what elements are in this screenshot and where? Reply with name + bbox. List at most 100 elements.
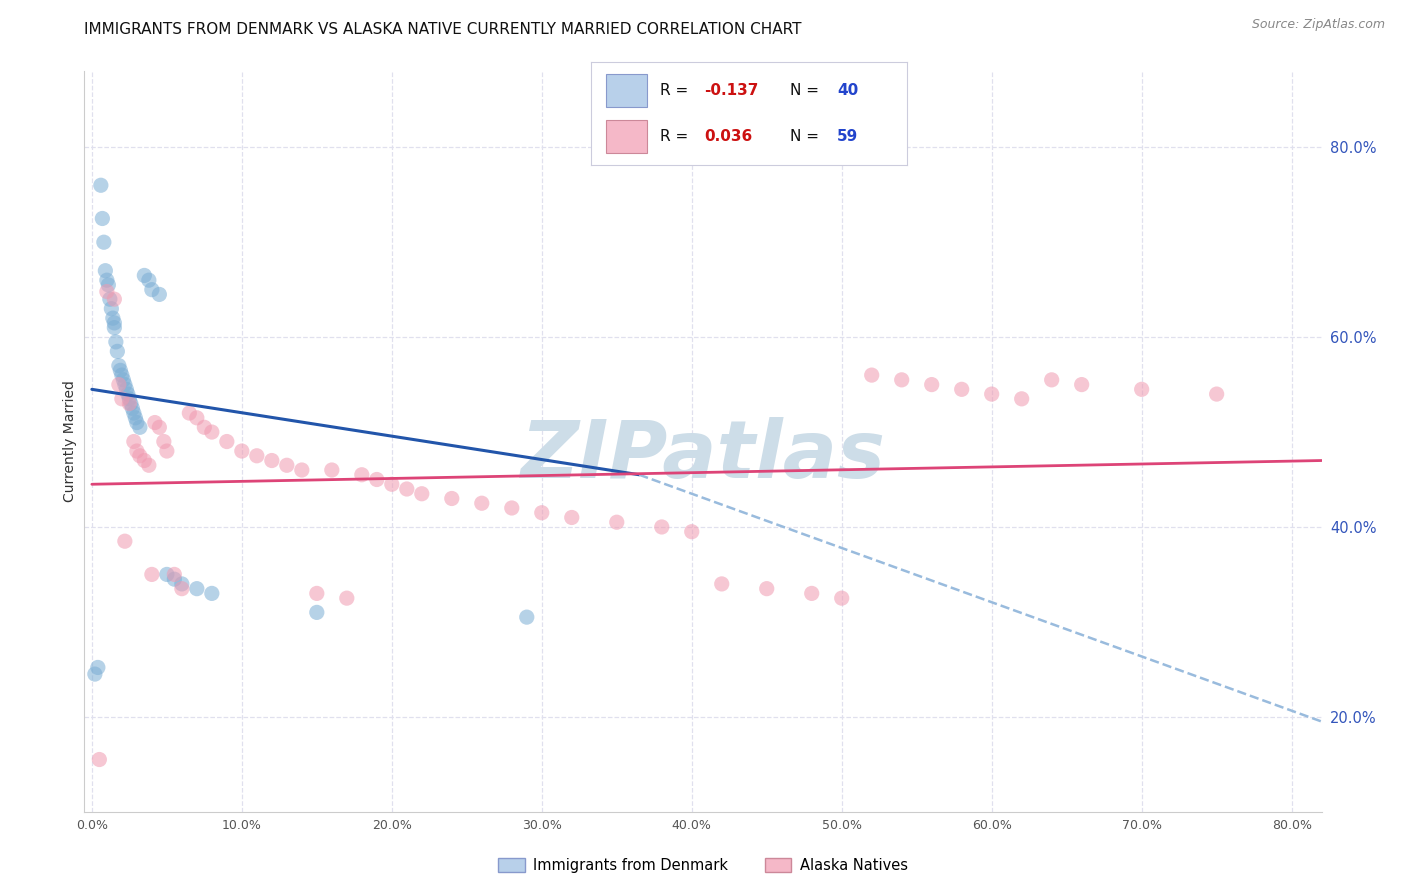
- Point: [118, 396, 141, 410]
- Bar: [606, 120, 647, 153]
- Point: [111, 368, 134, 383]
- Point: [950, 382, 973, 396]
- Point: [1070, 377, 1092, 392]
- Point: [305, 586, 328, 600]
- Point: [98, 292, 121, 306]
- Point: [134, 268, 156, 283]
- Point: [163, 572, 186, 586]
- Point: [606, 515, 628, 529]
- Point: [336, 591, 359, 606]
- Point: [87, 660, 110, 674]
- Point: [186, 582, 208, 596]
- Text: ZIPatlas: ZIPatlas: [520, 417, 886, 495]
- Point: [94, 263, 117, 277]
- Point: [96, 285, 118, 299]
- Point: [201, 586, 224, 600]
- Point: [125, 416, 148, 430]
- Point: [96, 273, 118, 287]
- Point: [134, 453, 156, 467]
- Point: [105, 344, 128, 359]
- Point: [231, 444, 253, 458]
- Point: [860, 368, 883, 383]
- Text: 40: 40: [838, 83, 859, 97]
- Point: [440, 491, 463, 506]
- Point: [141, 567, 163, 582]
- Point: [651, 520, 673, 534]
- Point: [122, 434, 145, 449]
- Point: [138, 273, 160, 287]
- Point: [1011, 392, 1033, 406]
- Point: [111, 392, 134, 406]
- Point: [121, 401, 143, 416]
- Point: [186, 410, 208, 425]
- Point: [179, 406, 201, 420]
- Point: [108, 359, 131, 373]
- Point: [163, 567, 186, 582]
- Point: [118, 392, 141, 406]
- Point: [110, 363, 132, 377]
- Point: [561, 510, 583, 524]
- Point: [100, 301, 122, 316]
- Point: [114, 534, 136, 549]
- Text: -0.137: -0.137: [704, 83, 759, 97]
- Point: [366, 473, 388, 487]
- Point: [411, 487, 433, 501]
- Bar: [606, 74, 647, 106]
- Point: [153, 434, 176, 449]
- Point: [201, 425, 224, 439]
- Point: [156, 444, 179, 458]
- Point: [125, 444, 148, 458]
- Point: [516, 610, 538, 624]
- Point: [124, 410, 146, 425]
- Point: [170, 582, 193, 596]
- Point: [138, 458, 160, 473]
- Point: [1205, 387, 1227, 401]
- Point: [103, 292, 125, 306]
- Text: 59: 59: [838, 128, 859, 144]
- Point: [1130, 382, 1153, 396]
- Point: [117, 387, 139, 401]
- Point: [350, 467, 373, 482]
- Point: [501, 500, 523, 515]
- Point: [97, 277, 120, 292]
- Text: N =: N =: [790, 83, 824, 97]
- Point: [108, 377, 131, 392]
- Point: [114, 377, 136, 392]
- Point: [710, 577, 733, 591]
- Point: [246, 449, 269, 463]
- Point: [170, 577, 193, 591]
- Point: [128, 420, 150, 434]
- Point: [143, 416, 166, 430]
- Point: [156, 567, 179, 582]
- Text: 0.036: 0.036: [704, 128, 752, 144]
- Point: [93, 235, 115, 250]
- Text: R =: R =: [661, 83, 693, 97]
- Text: R =: R =: [661, 128, 693, 144]
- Point: [128, 449, 150, 463]
- Text: IMMIGRANTS FROM DENMARK VS ALASKA NATIVE CURRENTLY MARRIED CORRELATION CHART: IMMIGRANTS FROM DENMARK VS ALASKA NATIVE…: [84, 22, 801, 37]
- Point: [755, 582, 778, 596]
- Point: [112, 373, 135, 387]
- Point: [148, 420, 170, 434]
- Point: [890, 373, 912, 387]
- Point: [321, 463, 343, 477]
- Point: [305, 606, 328, 620]
- Point: [120, 396, 142, 410]
- Point: [193, 420, 215, 434]
- Point: [148, 287, 170, 301]
- Point: [215, 434, 238, 449]
- Point: [103, 320, 125, 334]
- Y-axis label: Currently Married: Currently Married: [63, 381, 77, 502]
- Point: [831, 591, 853, 606]
- Point: [83, 667, 105, 681]
- Point: [1040, 373, 1063, 387]
- Point: [921, 377, 943, 392]
- Point: [104, 334, 127, 349]
- Point: [260, 453, 283, 467]
- Point: [115, 382, 138, 396]
- Point: [381, 477, 404, 491]
- Text: N =: N =: [790, 128, 824, 144]
- Text: Source: ZipAtlas.com: Source: ZipAtlas.com: [1251, 18, 1385, 31]
- Point: [91, 211, 114, 226]
- Point: [530, 506, 553, 520]
